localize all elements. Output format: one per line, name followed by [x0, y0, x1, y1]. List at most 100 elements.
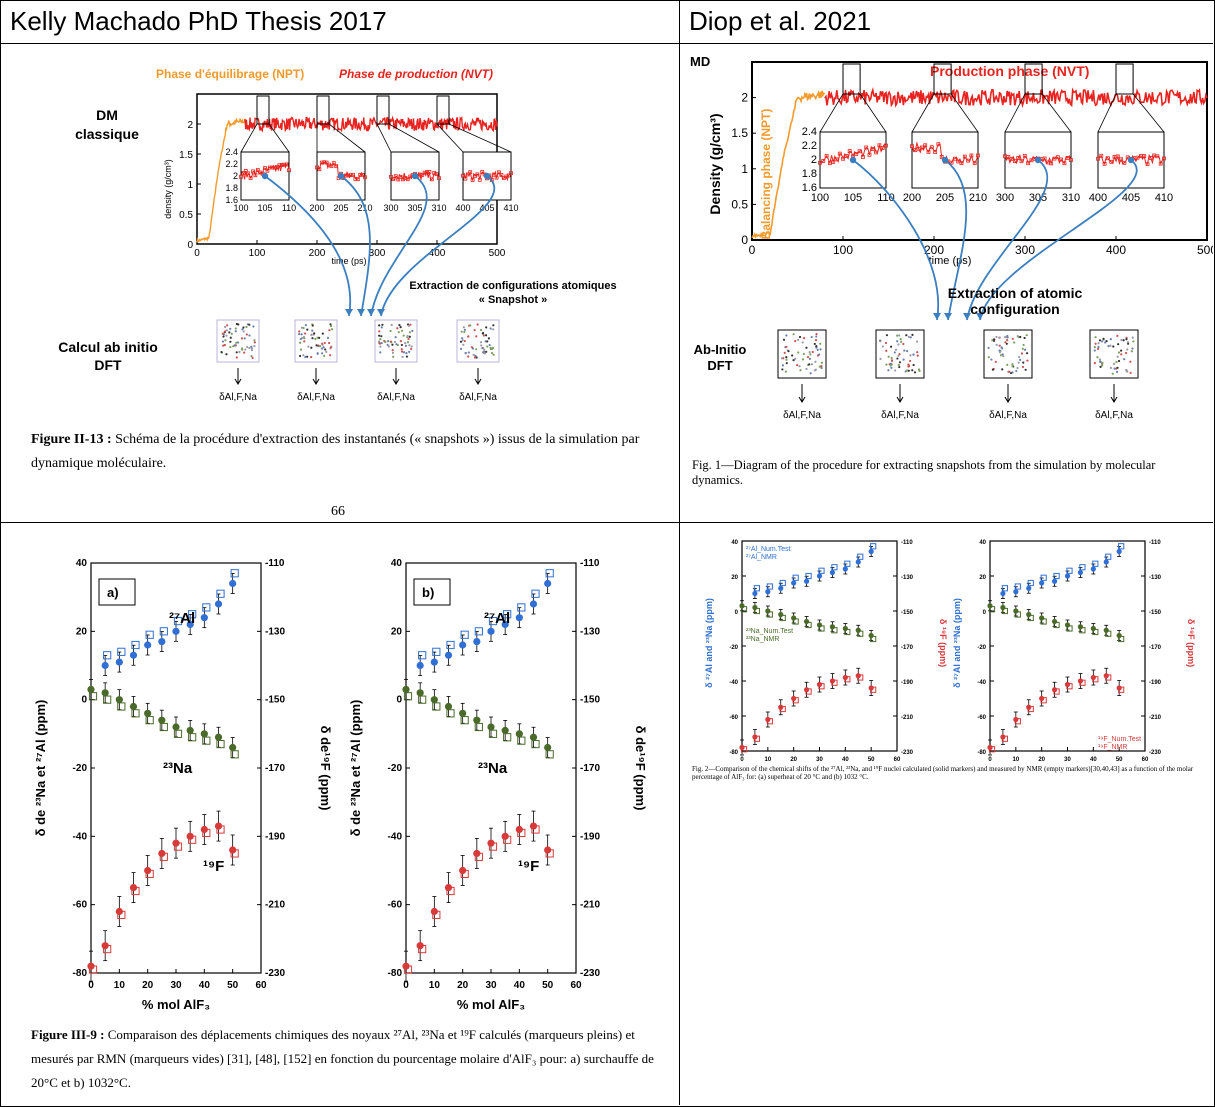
al-point-calc	[1051, 578, 1058, 584]
legend-al-calc: ²⁷Al_Num.Test	[746, 546, 791, 553]
al-point-nmr	[173, 616, 183, 626]
al-point-nmr	[131, 640, 140, 650]
selection-box	[376, 95, 390, 125]
atom-dot	[473, 356, 477, 359]
atom-dot	[1094, 342, 1097, 345]
inset-data-marker	[1122, 160, 1127, 165]
inset-x-tick-label: 400	[455, 203, 470, 213]
atom-dot	[304, 324, 307, 327]
atom-dot	[491, 346, 495, 350]
atom-dot	[380, 342, 383, 345]
x-tick-label: 0	[749, 243, 756, 257]
al-point-nmr	[145, 630, 154, 639]
na-label: ²³Na	[163, 760, 193, 777]
na-point-nmr	[88, 692, 98, 701]
al-point-calc	[1077, 569, 1084, 576]
atom-dot	[323, 341, 326, 345]
atom-dot	[399, 340, 402, 343]
down-arrow-head	[798, 396, 806, 403]
atom-dot	[298, 354, 302, 358]
f-point-calc	[430, 907, 438, 916]
al-point-nmr	[1040, 574, 1047, 581]
atom-dot	[1000, 346, 1003, 349]
x-tick-label: 500	[489, 248, 506, 259]
al-point-nmr	[432, 647, 441, 656]
al-point-nmr	[818, 567, 825, 574]
na-point-calc	[172, 723, 180, 731]
atom-dot	[896, 340, 899, 343]
na-point-nmr	[159, 722, 168, 732]
f-point-calc	[855, 673, 861, 679]
atom-dot	[317, 344, 320, 347]
x-tick-label: 400	[429, 248, 446, 259]
inset-data-marker	[1162, 156, 1166, 161]
x-tick-label: 200	[924, 243, 944, 257]
atom-dot	[911, 369, 914, 372]
snapshot-arrow	[852, 159, 940, 321]
atom-dot	[243, 351, 246, 354]
atom-dot	[381, 323, 384, 326]
atom-dot	[487, 337, 490, 340]
atom-dot	[1125, 369, 1128, 372]
atom-dot	[380, 326, 383, 329]
na-point-nmr	[503, 733, 512, 742]
na-point-calc	[101, 689, 109, 697]
snapshot-arrow	[340, 175, 371, 317]
atom-dot	[461, 339, 464, 342]
na-point-calc	[987, 603, 993, 609]
y2-tick-label: -110	[1149, 540, 1161, 546]
atom-dot	[298, 332, 301, 336]
atom-dot	[815, 333, 818, 336]
atom-dot	[404, 342, 407, 345]
inset-data-marker	[880, 146, 885, 150]
f-point-calc	[816, 681, 823, 688]
atom-dot	[1016, 366, 1019, 370]
al-point-calc	[765, 589, 771, 595]
f-point-calc	[791, 695, 797, 702]
al-point-calc	[529, 600, 538, 608]
atom-dot	[253, 339, 256, 342]
atom-dot	[380, 335, 383, 338]
inset-series-line	[819, 143, 887, 165]
tr-extraction-1: Extraction of atomic	[948, 285, 1083, 301]
y2-tick-label: -150	[580, 695, 600, 706]
na-point-calc	[129, 702, 138, 711]
y-axis-label-right: δ ¹⁹F (ppm)	[938, 619, 948, 667]
al-point-nmr	[1066, 567, 1073, 574]
atom-dot	[1099, 365, 1102, 368]
atom-dot	[885, 363, 888, 366]
tl-ylabel: density (g/cm³)	[163, 159, 173, 219]
y2-tick-label: -190	[1149, 680, 1162, 686]
y2-tick-label: -130	[580, 626, 600, 637]
inset-data-marker	[346, 173, 351, 178]
arrow-head	[933, 313, 941, 320]
y2-tick-label: -230	[580, 968, 600, 979]
inset-data-marker	[497, 170, 501, 175]
al-point-calc	[186, 620, 194, 629]
na-point-nmr	[173, 729, 183, 738]
y-tick-label: 2	[741, 91, 748, 105]
x-axis-label: % mol AlF₃	[457, 997, 525, 1012]
panel-label: a)	[107, 585, 119, 600]
inset-data-marker	[1096, 156, 1100, 161]
f-point-calc	[158, 849, 166, 858]
inset-y-tick-label: 1.6	[225, 195, 238, 205]
al-point-calc	[115, 658, 123, 666]
right-column-title: Diop et al. 2021	[689, 6, 872, 36]
x-tick-label: 20	[1038, 757, 1045, 763]
inset-y-tick-label: 2.4	[802, 126, 817, 138]
y-tick-label: 0.5	[179, 210, 193, 221]
atom-dot	[1122, 339, 1125, 342]
y-tick-label: 20	[731, 575, 738, 581]
al-point-nmr	[103, 651, 112, 660]
na-point-nmr	[403, 692, 413, 701]
atom-dot	[401, 355, 404, 359]
atom-dot	[395, 343, 398, 346]
atom-dot	[328, 329, 331, 332]
atom-dot	[1126, 348, 1129, 351]
arrow-head	[377, 309, 385, 316]
al-point-calc	[144, 641, 152, 649]
al-point-calc	[791, 580, 797, 586]
atom-dot	[492, 328, 495, 331]
selection-box	[256, 95, 270, 125]
